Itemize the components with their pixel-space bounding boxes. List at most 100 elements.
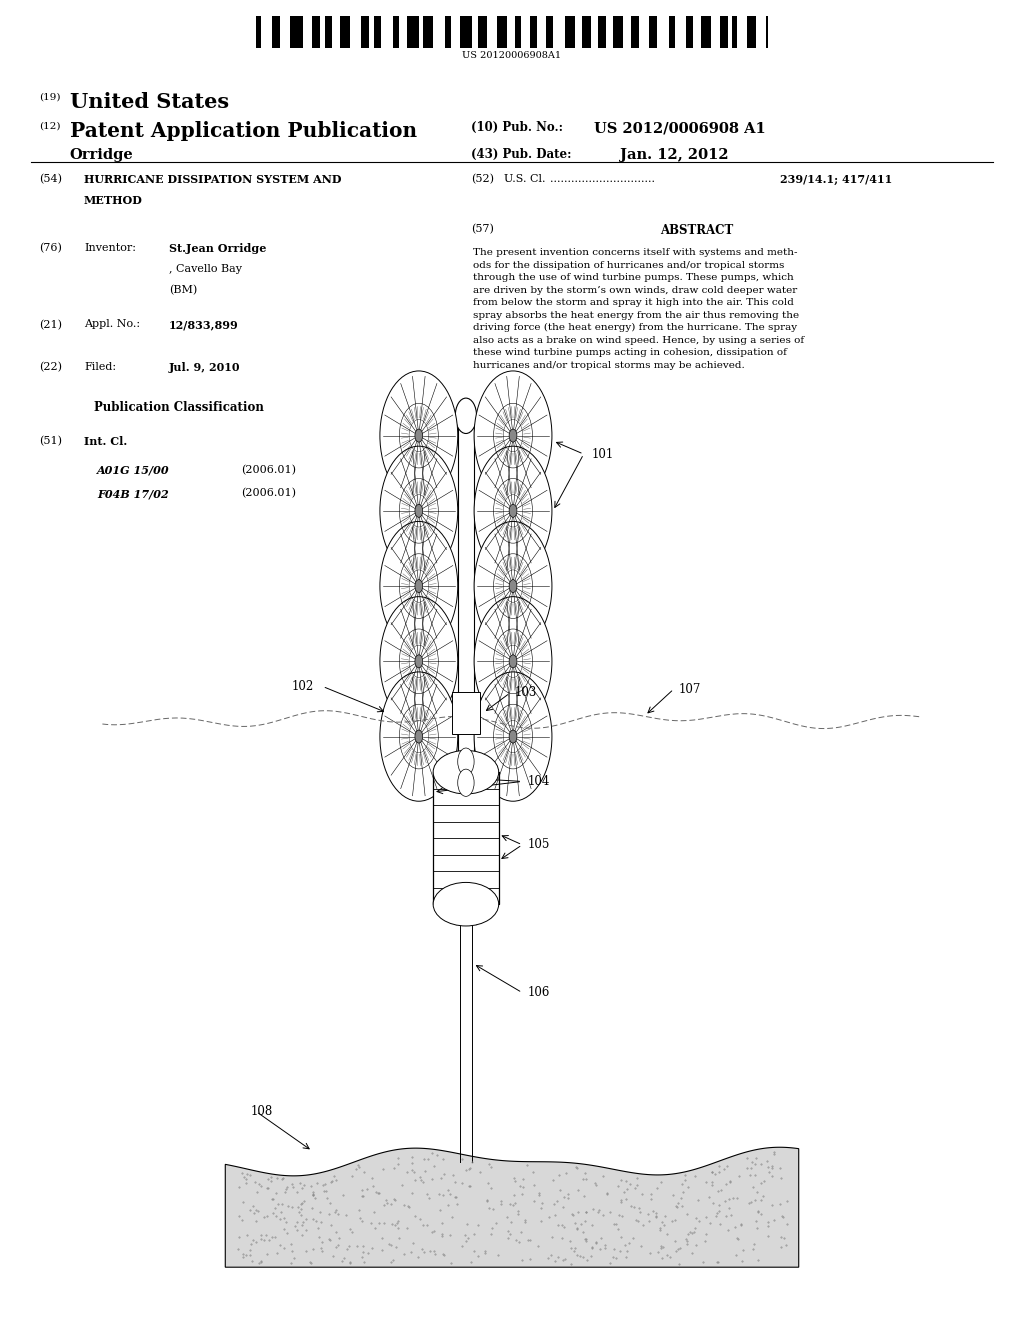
Bar [583,16,592,48]
Bar [340,16,350,48]
Text: St.Jean Orridge: St.Jean Orridge [169,243,266,253]
Ellipse shape [474,672,552,801]
Text: (12): (12) [39,121,60,131]
Text: 101: 101 [592,447,614,461]
Text: Publication Classification: Publication Classification [94,401,264,414]
Ellipse shape [415,504,423,517]
Bar [326,16,332,48]
Text: F04B 17/02: F04B 17/02 [97,488,169,499]
Bar [515,16,521,48]
Bar [256,16,261,48]
Text: Inventor:: Inventor: [84,243,136,253]
Bar [452,692,480,734]
Ellipse shape [456,399,476,433]
Text: (2006.01): (2006.01) [241,465,296,475]
Text: (22): (22) [39,362,61,372]
Bar [686,16,693,48]
Bar [598,16,606,48]
Ellipse shape [509,429,517,442]
Bar [732,16,737,48]
Text: 102: 102 [292,680,314,693]
Text: (76): (76) [39,243,61,253]
Ellipse shape [380,371,458,500]
Text: (BM): (BM) [169,285,198,296]
Bar [461,16,472,48]
Text: 103: 103 [515,686,538,700]
Text: (52): (52) [471,174,494,185]
Bar [374,16,381,48]
Text: A01G 15/00: A01G 15/00 [97,465,170,475]
Text: METHOD: METHOD [84,195,142,206]
Text: (19): (19) [39,92,60,102]
Bar [478,16,486,48]
Text: HURRICANE DISSIPATION SYSTEM AND: HURRICANE DISSIPATION SYSTEM AND [84,174,341,185]
Ellipse shape [474,446,552,576]
Ellipse shape [433,882,499,927]
Text: 107: 107 [679,682,701,696]
Text: ABSTRACT: ABSTRACT [659,224,733,238]
Bar [458,416,474,812]
Ellipse shape [458,770,474,796]
Ellipse shape [415,579,423,593]
Text: Int. Cl.: Int. Cl. [84,436,127,446]
Ellipse shape [415,730,423,743]
Ellipse shape [509,655,517,668]
Ellipse shape [415,655,423,668]
Text: US 2012/0006908 A1: US 2012/0006908 A1 [594,121,766,136]
Ellipse shape [474,597,552,726]
Text: (2006.01): (2006.01) [241,488,296,499]
Text: (10) Pub. No.:: (10) Pub. No.: [471,121,563,135]
Ellipse shape [380,521,458,651]
Bar [311,16,321,48]
Text: Orridge: Orridge [70,148,133,162]
Bar [748,16,756,48]
Ellipse shape [509,504,517,517]
Text: The present invention concerns itself with systems and meth-
ods for the dissipa: The present invention concerns itself wi… [473,248,804,370]
Bar [720,16,728,48]
Ellipse shape [474,371,552,500]
Text: 12/833,899: 12/833,899 [169,319,239,330]
Bar [498,16,507,48]
Text: U.S. Cl.: U.S. Cl. [504,174,546,185]
Text: 239/14.1; 417/411: 239/14.1; 417/411 [780,174,893,185]
Text: Jan. 12, 2012: Jan. 12, 2012 [620,148,728,162]
Bar [361,16,369,48]
Text: Patent Application Publication: Patent Application Publication [70,121,417,141]
Ellipse shape [380,672,458,801]
Ellipse shape [509,579,517,593]
Bar [530,16,538,48]
Bar [424,16,433,48]
Ellipse shape [458,748,474,775]
Text: ..............................: .............................. [550,174,655,185]
Text: 108: 108 [251,1105,273,1118]
Bar [271,16,280,48]
Text: 106: 106 [527,986,550,999]
Text: (54): (54) [39,174,61,185]
Text: , Cavello Bay: , Cavello Bay [169,264,242,275]
Text: US 20120006908A1: US 20120006908A1 [463,51,561,61]
Bar [445,16,452,48]
Ellipse shape [433,750,499,795]
Bar [701,16,711,48]
Bar [433,772,499,904]
Ellipse shape [474,521,552,651]
Ellipse shape [415,429,423,442]
Bar [407,16,419,48]
Bar [669,16,675,48]
Bar [290,16,303,48]
Text: Jul. 9, 2010: Jul. 9, 2010 [169,362,241,372]
Bar [631,16,639,48]
Text: Appl. No.:: Appl. No.: [84,319,140,330]
Text: (51): (51) [39,436,61,446]
Text: 104: 104 [527,775,550,788]
Text: (21): (21) [39,319,61,330]
Text: United States: United States [70,92,228,112]
Ellipse shape [380,597,458,726]
Bar [649,16,657,48]
Ellipse shape [509,730,517,743]
Text: (57): (57) [471,224,494,235]
Ellipse shape [380,446,458,576]
Bar [392,16,398,48]
Text: Filed:: Filed: [84,362,116,372]
Bar [546,16,553,48]
